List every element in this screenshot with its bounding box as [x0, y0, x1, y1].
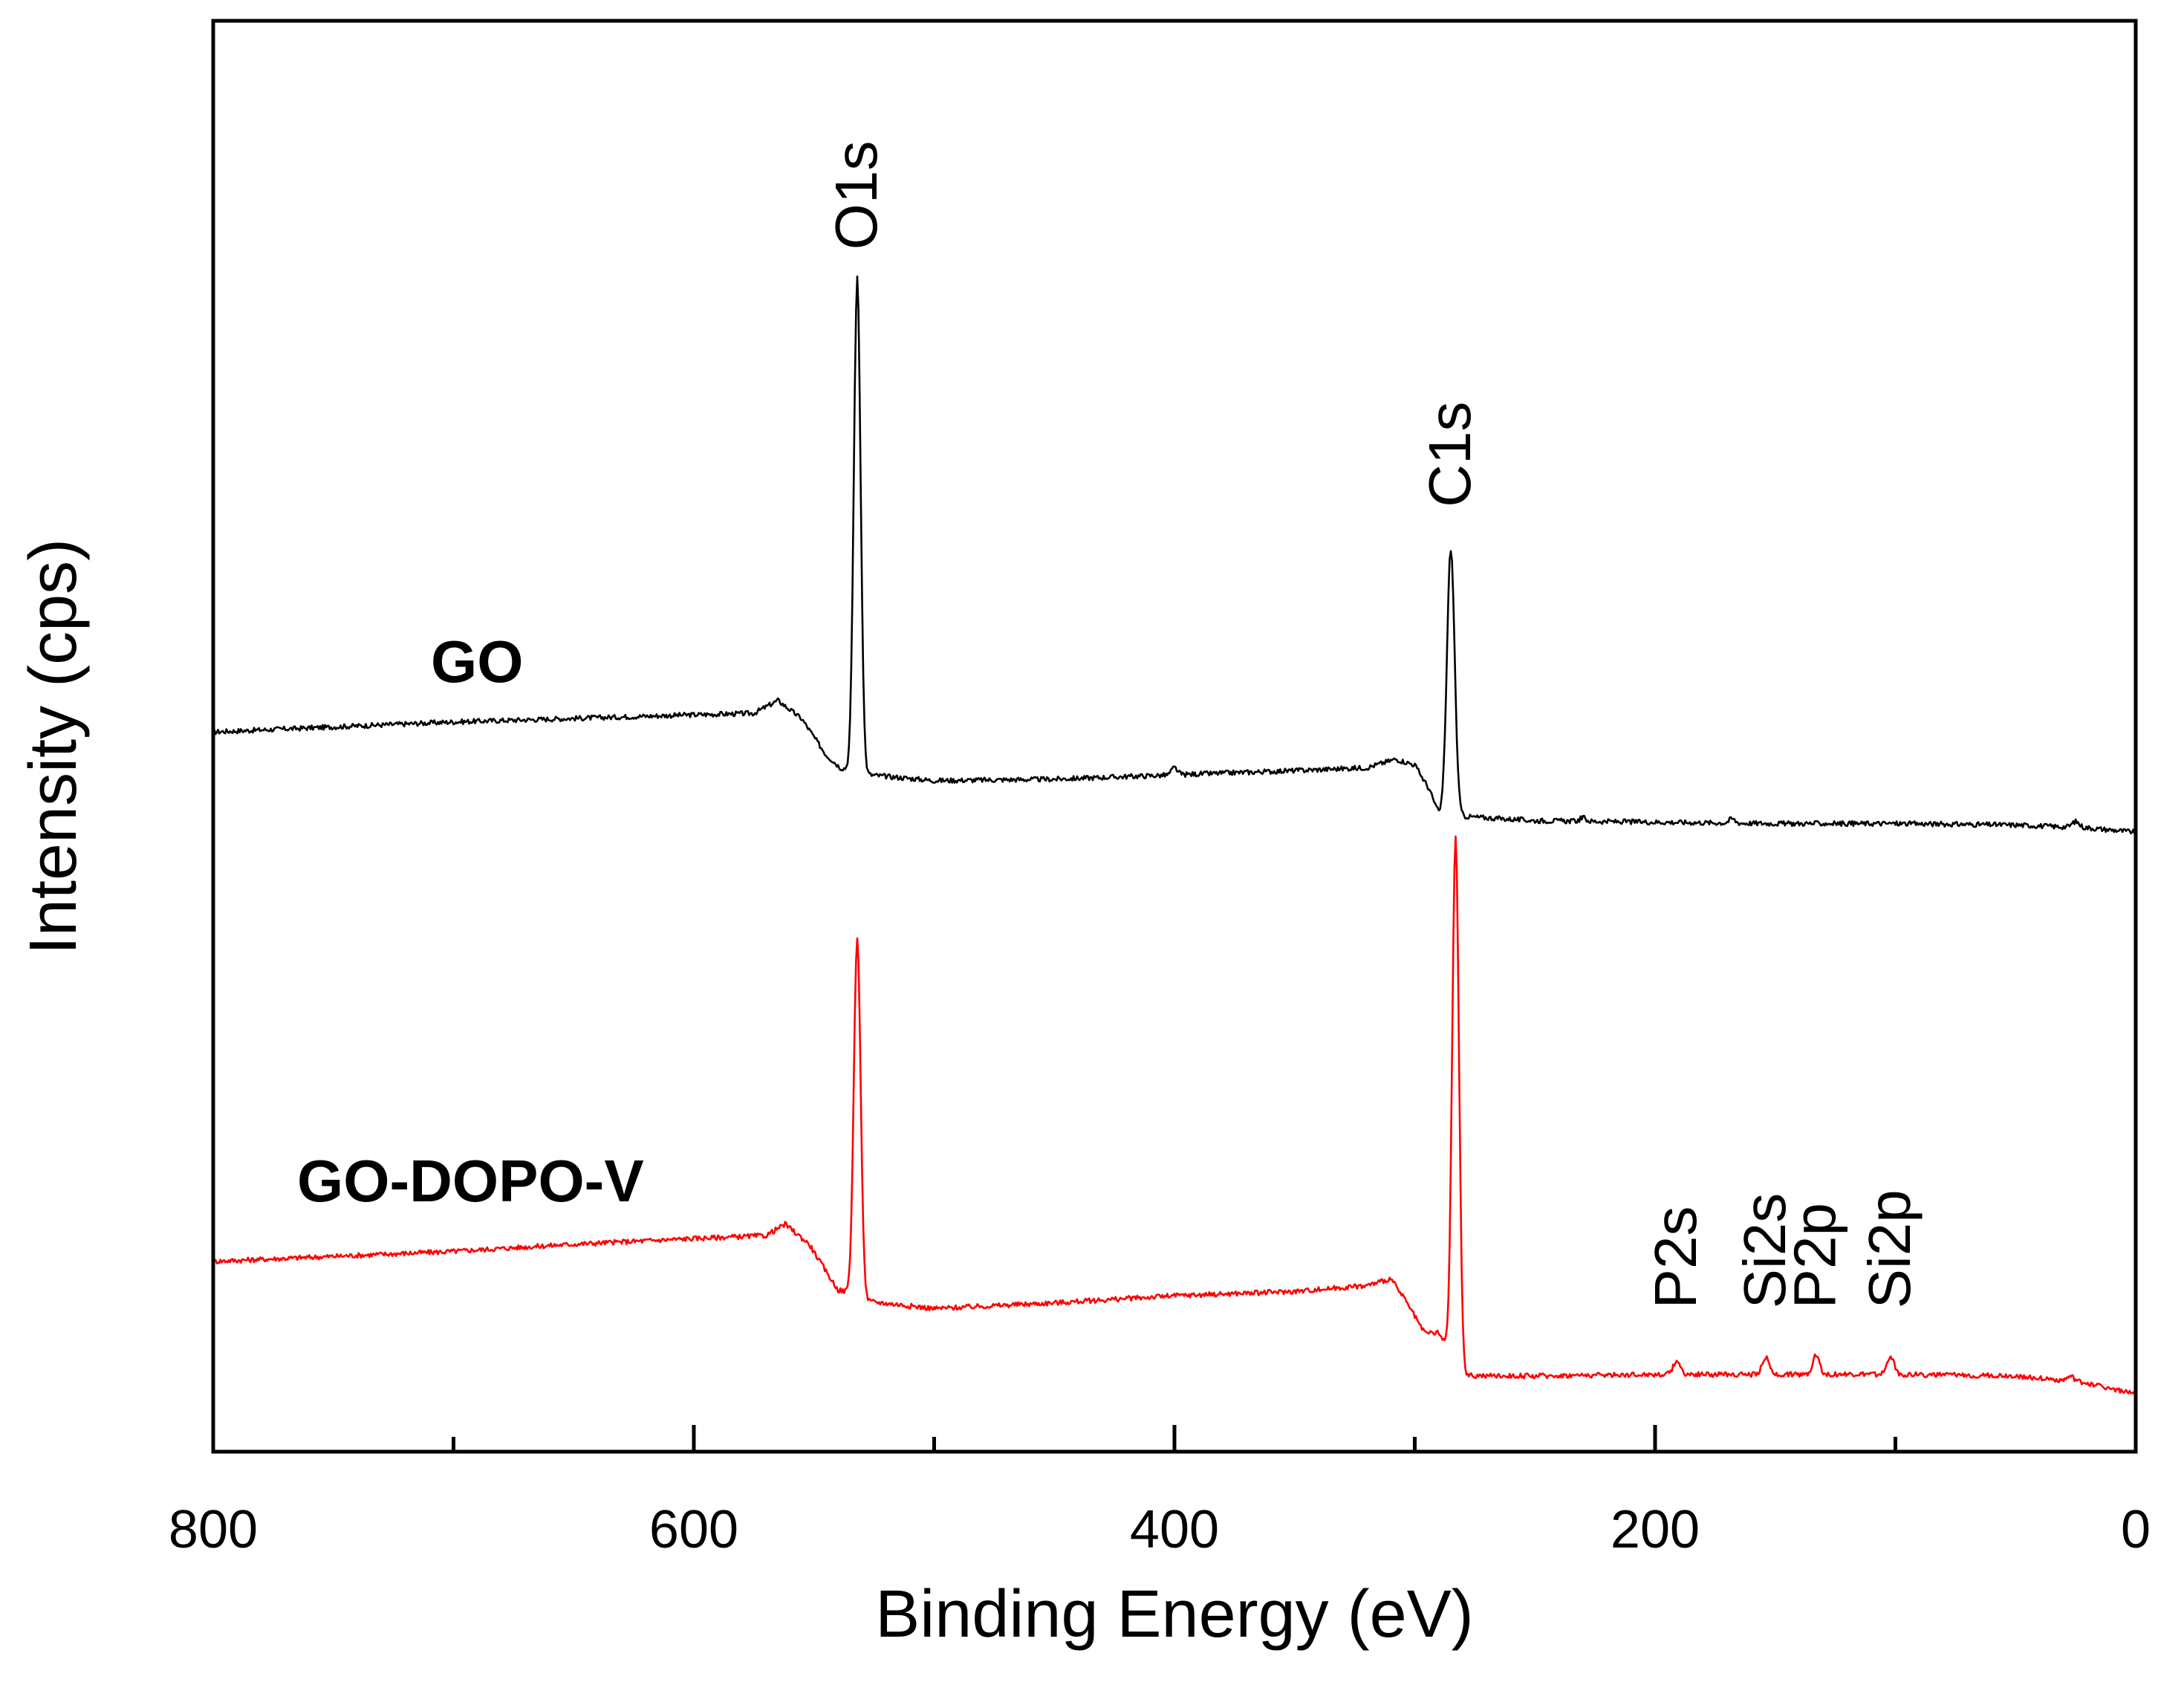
peak-label-si2s: Si2s — [1732, 1193, 1798, 1309]
series-line-go-dopo-v — [212, 835, 2136, 1395]
peak-label-p2p: P2p — [1782, 1203, 1848, 1308]
x-tick-label: 600 — [649, 1500, 738, 1559]
series-label-go: GO — [431, 629, 523, 695]
peak-label-c1s: C1s — [1417, 402, 1483, 507]
peak-label-si2p: Si2p — [1856, 1189, 1923, 1308]
x-tick-label: 400 — [1130, 1500, 1219, 1559]
x-axis-title: Binding Energy (eV) — [875, 1577, 1473, 1652]
y-axis-title: Intensity (cps) — [16, 539, 91, 955]
x-tick-label: 0 — [2121, 1500, 2151, 1559]
x-axis-ticks — [211, 1425, 2138, 1452]
peak-label-p2s: P2s — [1642, 1207, 1709, 1309]
series-label-go-dopo-v: GO-DOPO-V — [297, 1148, 644, 1214]
x-tick-label: 200 — [1611, 1500, 1700, 1559]
series-line-go — [212, 275, 2137, 835]
peak-label-o1s: O1s — [823, 140, 889, 250]
x-tick-label: 800 — [169, 1500, 258, 1559]
